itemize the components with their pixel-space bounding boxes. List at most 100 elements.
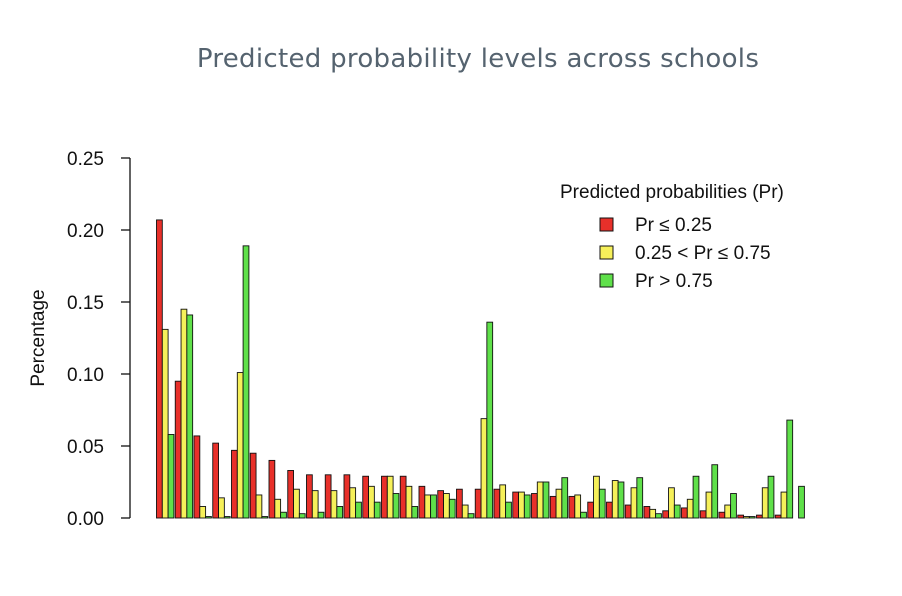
bar <box>373 501 381 519</box>
bar <box>505 501 512 519</box>
bar <box>724 504 732 519</box>
bar <box>512 491 520 519</box>
bar <box>574 494 582 519</box>
legend: Predicted probabilities (Pr) Pr ≤ 0.25 0.… <box>560 182 784 292</box>
bar <box>231 449 238 519</box>
bar <box>418 485 426 519</box>
bar <box>349 487 357 519</box>
bar <box>161 328 169 519</box>
bar <box>774 514 782 519</box>
bar <box>474 488 482 519</box>
bar <box>180 308 188 519</box>
bars-group <box>156 219 805 519</box>
bar <box>461 504 469 519</box>
bar <box>437 490 445 519</box>
bar <box>330 490 338 519</box>
bar <box>261 516 269 519</box>
bar <box>561 477 569 519</box>
bar <box>399 475 407 519</box>
y-tick-label: 0.15 <box>67 293 104 314</box>
bar <box>643 506 651 519</box>
bar <box>424 494 432 519</box>
bar <box>542 481 550 519</box>
y-tick-label: 0.25 <box>67 149 104 170</box>
bar <box>306 474 313 519</box>
bar <box>486 321 494 519</box>
y-tick-label: 0.10 <box>67 365 104 386</box>
bar <box>606 501 613 519</box>
bar <box>255 494 263 519</box>
bar <box>205 516 212 519</box>
bar <box>718 511 726 519</box>
bar <box>493 488 501 519</box>
bar <box>568 495 576 519</box>
bar <box>587 501 595 519</box>
bar <box>549 495 557 519</box>
bar <box>448 498 456 519</box>
bar <box>362 475 370 519</box>
bar <box>236 372 244 519</box>
bar <box>199 506 207 519</box>
bar <box>293 488 300 519</box>
bar <box>798 485 805 519</box>
bar <box>673 504 681 519</box>
bar <box>430 494 437 519</box>
bar <box>699 510 707 519</box>
bar <box>456 488 463 519</box>
bar <box>630 487 638 519</box>
bar <box>355 501 362 519</box>
bar <box>617 481 625 519</box>
bar <box>611 480 619 519</box>
bar <box>730 493 737 519</box>
bar <box>467 513 475 519</box>
bar <box>499 484 507 519</box>
bar <box>767 475 775 519</box>
bar <box>668 487 675 519</box>
bar <box>662 510 670 519</box>
y-axis-label: Percentage <box>28 289 49 386</box>
bar <box>274 498 282 519</box>
bar <box>743 516 750 519</box>
legend-swatch <box>599 273 614 288</box>
bar <box>756 514 763 519</box>
bar <box>443 493 450 519</box>
legend-title: Predicted probabilities (Pr) <box>560 182 784 203</box>
bar <box>681 507 688 519</box>
bar <box>242 245 250 519</box>
bar <box>555 488 563 519</box>
y-tick-label: 0.00 <box>67 509 104 530</box>
bar <box>324 474 332 519</box>
bar <box>268 459 276 519</box>
bar <box>186 314 194 519</box>
bar <box>167 434 175 519</box>
page-title: Predicted probability levels across scho… <box>196 44 760 74</box>
bar <box>523 494 531 519</box>
bar <box>737 514 745 519</box>
bar <box>692 475 700 519</box>
bar <box>593 475 600 519</box>
legend-swatch <box>599 245 614 260</box>
bar <box>518 491 525 519</box>
legend-label: Pr > 0.75 <box>635 271 713 292</box>
bar <box>598 488 606 519</box>
bar <box>780 491 788 519</box>
bar <box>298 513 306 519</box>
bar <box>386 475 394 519</box>
bar <box>368 485 375 519</box>
bar <box>156 219 163 519</box>
legend-label: 0.25 < Pr ≤ 0.75 <box>635 243 771 264</box>
bar <box>748 516 756 519</box>
bar <box>649 508 657 519</box>
bar <box>287 470 295 519</box>
bar <box>636 477 644 519</box>
bar <box>411 506 419 519</box>
bar <box>761 487 769 519</box>
bar <box>336 506 344 519</box>
bar <box>580 511 587 519</box>
legend-swatch <box>599 217 614 232</box>
bar <box>218 497 225 519</box>
bar <box>480 418 488 519</box>
bar <box>624 504 632 519</box>
bar <box>317 511 325 519</box>
